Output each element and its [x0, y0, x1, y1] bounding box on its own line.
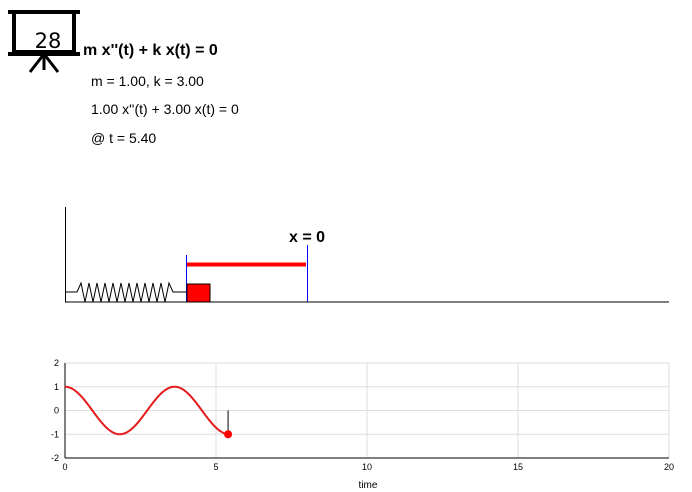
plot-grid — [64, 362, 670, 459]
spring — [65, 281, 187, 303]
time-readout: @ t = 5.40 — [91, 130, 157, 146]
y-tick-label: -2 — [51, 453, 59, 463]
x-tick-label: 5 — [213, 462, 218, 472]
plot-series — [64, 385, 233, 439]
equilibrium-label: x = 0 — [289, 229, 326, 246]
slide-number: 28 — [34, 29, 62, 53]
x-tick-label: 20 — [664, 462, 674, 472]
substituted-equation: 1.00 x''(t) + 3.00 x(t) = 0 — [91, 101, 239, 117]
x-tick-label: 0 — [62, 462, 67, 472]
y-tick-label: 2 — [54, 358, 59, 368]
plot-axes — [64, 363, 669, 459]
current-point — [224, 430, 233, 439]
presentation-board-icon — [8, 10, 80, 73]
y-tick-label: 0 — [54, 406, 59, 416]
y-tick-label: 1 — [54, 382, 59, 392]
x-axis-label: time — [359, 480, 378, 491]
series-line — [64, 385, 229, 436]
y-tick-label: -1 — [51, 429, 59, 439]
mass-block — [186, 283, 211, 303]
spring-mass-animation — [65, 207, 669, 303]
slide-badge: 28 — [8, 8, 80, 76]
x-tick-label: 15 — [513, 462, 523, 472]
parameter-values: m = 1.00, k = 3.00 — [91, 73, 204, 89]
equation-title: m x''(t) + k x(t) = 0 — [83, 42, 218, 59]
x-tick-label: 10 — [362, 462, 372, 472]
